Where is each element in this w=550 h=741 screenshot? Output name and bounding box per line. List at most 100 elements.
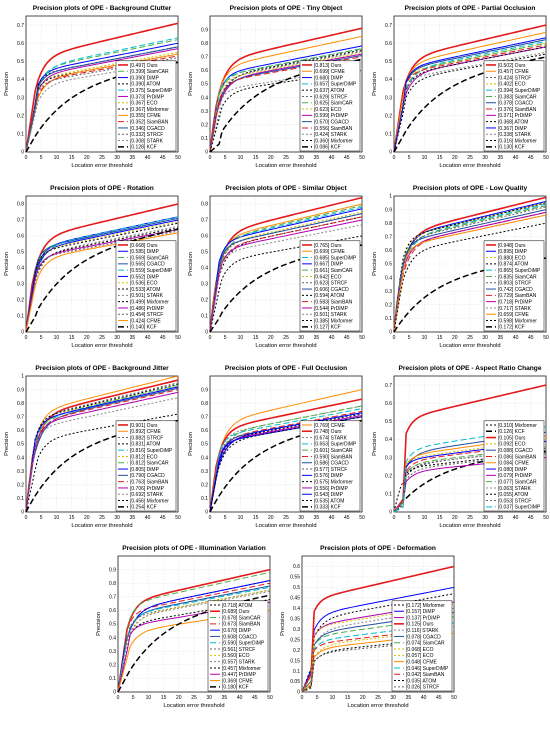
legend-entry: [0.360] Mixformer — [314, 138, 353, 144]
legend-entry: [0.373] PrDiMP — [130, 94, 165, 100]
y-tick-label: 0.1 — [201, 496, 208, 502]
legend-entry: [0.699] CFME — [314, 249, 346, 255]
x-tick-label: 35 — [406, 695, 412, 701]
plot-frame — [25, 375, 179, 513]
y-tick-label: 0.8 — [201, 401, 208, 407]
series-line-siamban — [393, 44, 547, 153]
x-tick-label: 35 — [314, 155, 320, 161]
chart-title: Precision plots of OPE - Illumination Va… — [122, 545, 266, 552]
chart-title: Precision plots of OPE - Low Quality — [413, 185, 528, 192]
series-line-stark — [117, 590, 271, 693]
y-tick-label: 0.5 — [201, 82, 208, 88]
x-tick-label: 5 — [224, 515, 227, 521]
plot-frame — [393, 375, 547, 513]
series-line-cfme — [209, 389, 363, 513]
legend-entry: [0.803] STRCF — [498, 281, 531, 287]
y-tick-label: 0.2 — [385, 473, 392, 479]
legend-entry: [0.402] ECO — [498, 82, 526, 88]
x-tick-label: 40 — [145, 515, 151, 521]
y-tick-label: 0.2 — [293, 648, 300, 654]
series-line-prdimp — [25, 391, 179, 513]
legend-entry: [0.390] DiMP — [130, 75, 160, 81]
series-line-kcf — [25, 228, 179, 333]
x-tick-label: 0 — [209, 335, 212, 341]
x-tick-label: 15 — [437, 515, 443, 521]
legend-entry: [0.080] DiMP — [498, 467, 528, 473]
x-tick-label: 5 — [40, 155, 43, 161]
y-tick-label: 0.2 — [385, 303, 392, 309]
legend-entry: [0.882] STRCF — [130, 435, 163, 441]
x-tick-label: 5 — [40, 515, 43, 521]
y-tick-label: 0.1 — [293, 669, 300, 675]
legend-entry: [0.895] DiMP — [498, 249, 528, 255]
x-tick-label: 10 — [54, 515, 60, 521]
x-tick-label: 35 — [498, 515, 504, 521]
x-tick-label: 20 — [452, 155, 458, 161]
x-tick-label: 15 — [437, 155, 443, 161]
x-tick-label: 0 — [25, 335, 28, 341]
legend-box — [299, 420, 361, 512]
x-tick-label: 40 — [329, 335, 335, 341]
x-tick-label: 15 — [69, 515, 75, 521]
y-axis-label: Precision — [4, 252, 10, 276]
series-line-cgacd — [209, 213, 363, 333]
x-tick-label: 25 — [283, 515, 289, 521]
legend-entry: [0.718] PrDiMP — [498, 299, 533, 305]
x-tick-label: 40 — [513, 515, 519, 521]
x-tick-label: 10 — [146, 695, 152, 701]
y-tick-label: 0.5 — [201, 250, 208, 256]
x-tick-label: 40 — [513, 155, 519, 161]
legend-entry: [0.543] DiMP — [314, 492, 344, 498]
series-line-strcf — [301, 639, 455, 693]
legend-entry: [0.385] Mixformer — [314, 318, 353, 324]
plot-frame — [209, 195, 363, 333]
legend-entry: [0.717] STARK — [498, 306, 532, 312]
x-tick-label: 0 — [209, 155, 212, 161]
series-line-eco — [301, 628, 455, 693]
y-tick-label: 0.4 — [17, 455, 24, 461]
series-line-strcf — [209, 50, 363, 153]
legend-entry: [0.536] ECO — [130, 281, 158, 287]
y-tick-label: 0.05 — [290, 679, 300, 685]
chart-panel-3: Precision plots of OPE - Rotation 0 5 10 15 2… — [4, 185, 181, 349]
y-tick-label: 0.9 — [109, 567, 116, 573]
y-tick-label: 0.45 — [290, 596, 300, 602]
legend-entry: [0.599] PrDiMP — [314, 113, 349, 119]
legend-entry: [0.128] KCF — [130, 145, 157, 151]
y-tick-label: 0.4 — [201, 266, 208, 272]
legend-box — [483, 60, 545, 152]
y-tick-label: 0.2 — [385, 113, 392, 119]
legend-entry: [0.748] Ours — [314, 429, 342, 435]
x-tick-label: 25 — [191, 695, 197, 701]
legend-entry: [0.375] SuperDiMP — [130, 88, 173, 94]
y-tick-label: 0.8 — [17, 401, 24, 407]
x-tick-label: 40 — [513, 335, 519, 341]
series-line-cgacd — [25, 46, 179, 153]
legend-entry: [0.332] STRCF — [130, 132, 163, 138]
y-tick-label: 0.7 — [17, 218, 24, 224]
x-tick-label: 15 — [345, 695, 351, 701]
x-tick-label: 0 — [301, 695, 304, 701]
chart-title: Precision plots of OPE - Partial Occlusi… — [405, 5, 536, 12]
series-line-ours — [301, 565, 455, 693]
legend-entry: [0.456] Mixformer — [130, 498, 169, 504]
legend-entry: [0.790] CGACD — [130, 473, 165, 479]
chart-panel-7: Precision plots of OPE - Full Occlusion 0… — [188, 365, 365, 529]
x-tick-label: 40 — [237, 695, 243, 701]
legend-entry: [0.048] CFME — [406, 659, 438, 665]
x-tick-label: 30 — [482, 515, 488, 521]
y-tick-label: 0.5 — [293, 585, 300, 591]
legend-entry: [0.037] SuperDiMP — [498, 505, 541, 511]
legend-entry: [0.535] ATOM — [314, 498, 344, 504]
y-tick-label: 0 — [205, 330, 208, 336]
series-line-dimp — [25, 386, 179, 513]
legend-entry: [0.371] PrDiMP — [498, 113, 533, 119]
x-tick-label: 30 — [482, 335, 488, 341]
series-line-siamcar — [209, 205, 363, 333]
legend-entry: [0.583] SiamBAN — [314, 299, 353, 305]
plot-frame — [25, 195, 179, 333]
series-line-superdimp — [209, 408, 363, 513]
x-tick-label: 0 — [25, 515, 28, 521]
